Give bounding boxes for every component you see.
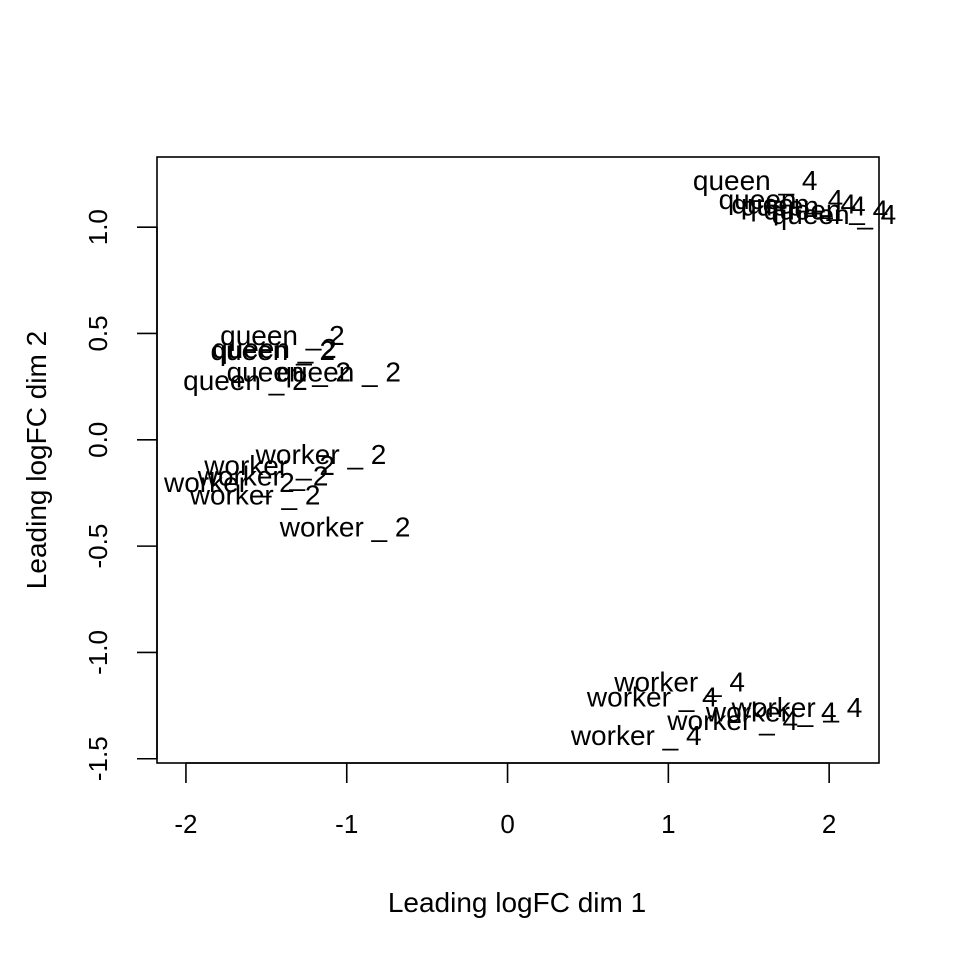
x-axis-title: Leading logFC dim 1 [388, 887, 646, 918]
y-tick-label: -1.5 [83, 736, 113, 781]
point-label: queen _ 4 [741, 190, 866, 221]
point-label: worker _ 2 [163, 467, 295, 498]
point-label: queen _ 2 [212, 333, 337, 364]
x-tick-label: -2 [174, 809, 197, 839]
y-tick-label: -0.5 [83, 524, 113, 569]
y-tick-label: 1.0 [83, 209, 113, 245]
point-label: queen _ 2 [220, 320, 345, 351]
point-label: worker _ 4 [613, 667, 745, 698]
point-label: worker _ 4 [586, 682, 718, 713]
x-tick-label: 1 [661, 809, 675, 839]
point-label: queen _ 4 [693, 165, 818, 196]
point-label: worker _ 2 [255, 439, 387, 470]
x-axis: -2 -1 0 1 2 [174, 762, 836, 839]
point-label: worker _ 2 [279, 511, 411, 542]
point-label: worker _ 4 [570, 720, 702, 751]
point-label: queen _ 2 [227, 356, 352, 387]
point-label: queen _ 4 [719, 184, 844, 215]
x-tick-label: 2 [822, 809, 836, 839]
point-label: worker _ 2 [197, 460, 329, 491]
point-label: worker _ 4 [731, 692, 863, 723]
point-label: queen _ 4 [731, 188, 856, 219]
x-tick-label: 0 [500, 809, 514, 839]
point-label: queen _ 2 [210, 335, 335, 366]
y-axis-title: Leading logFC dim 2 [21, 331, 52, 589]
point-label: worker _ 2 [203, 450, 335, 481]
point-label: worker _ 4 [666, 705, 798, 736]
point-label: worker _ 4 [705, 696, 837, 727]
x-tick-label: -1 [335, 809, 358, 839]
y-tick-label: 0.5 [83, 315, 113, 351]
point-label: queen _ 2 [276, 356, 401, 387]
y-axis: -1.5 -1.0 -0.5 0.0 0.5 1.0 [83, 209, 158, 781]
point-label: queen _ 4 [772, 199, 897, 230]
point-label: worker _ 2 [189, 480, 321, 511]
point-label: queen _ 2 [183, 365, 308, 396]
y-tick-label: -1.0 [83, 630, 113, 675]
point-label: queen _ 4 [764, 195, 889, 226]
y-tick-label: 0.0 [83, 422, 113, 458]
